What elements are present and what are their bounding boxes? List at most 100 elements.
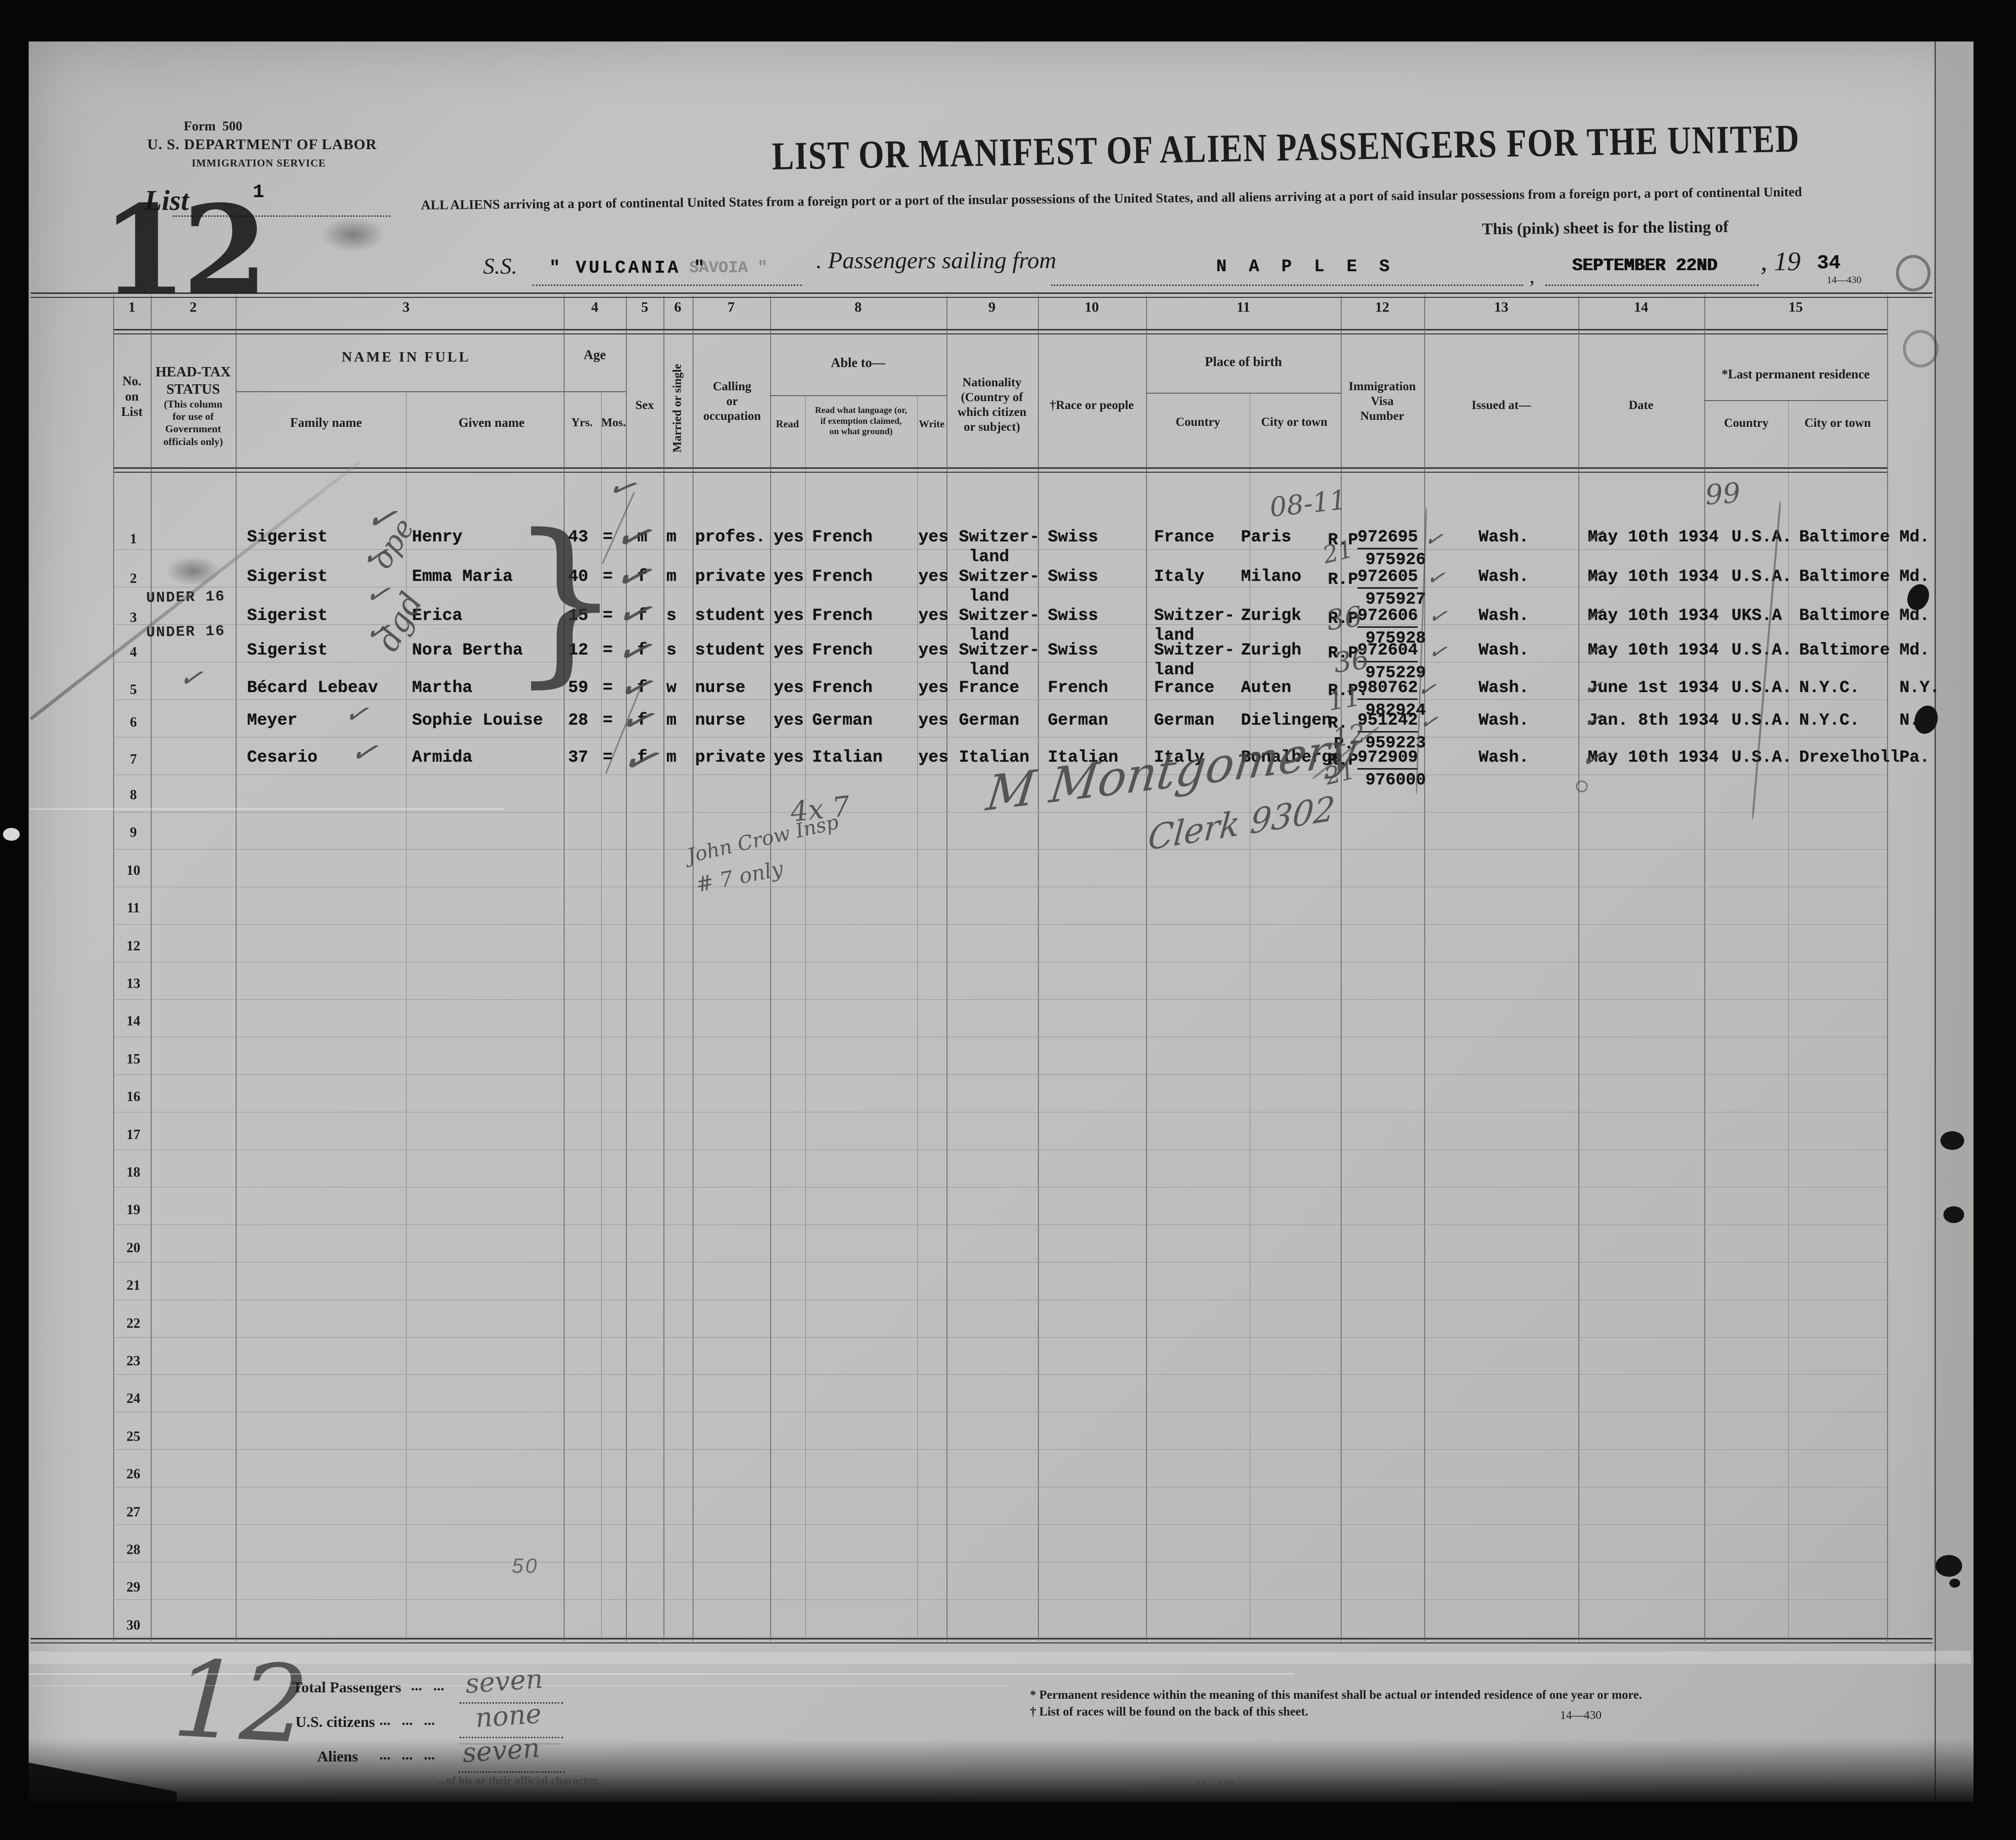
- cell-language: French: [812, 528, 873, 547]
- header-label: Issued at—: [1471, 399, 1531, 412]
- cell-res_state: Md.: [1899, 641, 1930, 660]
- cell-nationality: Switzer- land: [959, 568, 1040, 607]
- cell-sex: f: [637, 711, 648, 730]
- column-number: 10: [1084, 299, 1099, 315]
- cell-birth_city: Zurigk: [1241, 607, 1302, 625]
- cell-res_city: Drexelholl: [1799, 748, 1900, 767]
- header-label: Able to—: [830, 355, 886, 370]
- cell-date: May 10th 1934: [1588, 641, 1719, 660]
- header-label: Country: [1724, 416, 1769, 430]
- cell-race: Italian: [1048, 748, 1118, 767]
- cell-language: French: [812, 641, 873, 660]
- cell-family: Sigerist: [247, 607, 328, 625]
- cell-birth_country: France: [1154, 679, 1215, 697]
- pencil-check-mark: ✓: [1583, 521, 1606, 551]
- us-citizens-line: [459, 1737, 563, 1738]
- edge-hole-4: [1949, 1579, 1960, 1588]
- header-label: Mos.: [601, 416, 626, 429]
- cell-birth_city: Milano: [1241, 568, 1302, 586]
- column-number: 11: [1236, 299, 1250, 315]
- column-number: 7: [727, 299, 735, 315]
- header-label: Family name: [290, 415, 362, 430]
- cell-mos: =: [603, 711, 613, 730]
- cell-res_city: N.Y.C.: [1799, 711, 1860, 730]
- row-number: 27: [126, 1505, 140, 1520]
- header-label: Calling or occupation: [703, 380, 761, 423]
- row-rule: [113, 1149, 1887, 1150]
- column-number: 12: [1375, 299, 1390, 315]
- header-label: Nationality (Country of which citizen or…: [957, 376, 1027, 434]
- cell-res_state: Md.: [1899, 568, 1930, 586]
- cell-visa_num2: 975928: [1365, 629, 1426, 648]
- row-number: 21: [126, 1278, 140, 1293]
- cell-res_city: Baltimore: [1799, 568, 1890, 586]
- cell-race: Swiss: [1048, 607, 1099, 625]
- header-label: No. on List: [121, 374, 143, 419]
- grid-vline: [946, 295, 947, 1641]
- row-rule: [113, 1337, 1887, 1338]
- row-number: 29: [126, 1580, 140, 1595]
- row-number: 1: [130, 532, 137, 547]
- cell-issued: Wash.: [1479, 641, 1529, 660]
- header-label: NAME IN FULL: [341, 349, 471, 365]
- cell-calling: profes.: [695, 528, 766, 547]
- edge-hole-2: [1943, 1206, 1964, 1223]
- cell-calling: student: [695, 641, 766, 660]
- cell-read: yes: [774, 641, 804, 660]
- row-rule: [113, 849, 1887, 850]
- grid-vline: [1038, 295, 1039, 1641]
- cell-given: Martha: [412, 679, 473, 697]
- form-code-footer: 14—430: [1560, 1709, 1602, 1722]
- header-label: Write: [918, 418, 945, 430]
- cell-read: yes: [774, 679, 804, 697]
- cell-mos: =: [603, 607, 613, 625]
- row-rule: [113, 624, 1887, 625]
- grid-vline-sub: [805, 395, 806, 1641]
- cell-read: yes: [774, 568, 804, 586]
- column-number: 6: [674, 299, 682, 315]
- sailing-date: SEPTEMBER 22ND: [1572, 256, 1718, 276]
- cell-visa_num2: 975926: [1365, 551, 1426, 570]
- cell-visa_prefix2: P.: [1334, 735, 1354, 754]
- cell-calling: private: [695, 568, 766, 586]
- grid-vline: [770, 295, 771, 1641]
- header-label: Yrs.: [571, 416, 593, 429]
- cell-write: yes: [918, 748, 949, 767]
- pencil-check-mark: ✓: [1581, 705, 1605, 735]
- form-code-header: 14—430: [1827, 275, 1861, 286]
- cell-visa_prefix: R.P: [1328, 571, 1358, 589]
- row-number: 22: [126, 1316, 140, 1331]
- row-rule: [113, 812, 1887, 813]
- cell-visa_num1: 972606: [1358, 606, 1418, 628]
- header-label: *Last permanent residence: [1722, 367, 1870, 381]
- family-group-brace: }: [509, 496, 622, 703]
- row-number: 30: [126, 1618, 140, 1633]
- cell-nationality: Switzer- land: [959, 528, 1040, 567]
- cell-sex: f: [637, 568, 648, 586]
- cell-language: French: [812, 568, 873, 586]
- grid-vline: [236, 295, 237, 1641]
- small-circle-mark: [1576, 780, 1588, 792]
- row-number: 28: [126, 1542, 140, 1557]
- cell-married: m: [666, 568, 677, 586]
- cell-res_state: N.Y.: [1899, 679, 1940, 697]
- cell-headtax: UNDER 16: [146, 623, 226, 642]
- table-bottom-rule: [31, 1638, 1933, 1643]
- column-number: 4: [591, 299, 599, 315]
- cell-res_country: U.S.A.: [1731, 679, 1792, 697]
- cell-yrs: 59: [568, 679, 588, 697]
- grid-vline-sub: [406, 391, 407, 1641]
- pencil-annotation-aseven1: seven: [464, 1663, 544, 1700]
- cell-yrs: 40: [568, 568, 588, 586]
- column-number: 5: [641, 299, 649, 315]
- row-number: 13: [126, 976, 140, 991]
- cell-issued: Wash.: [1479, 528, 1529, 547]
- cell-date: June 1st 1934: [1588, 679, 1719, 697]
- scratch-line: [30, 809, 504, 810]
- cell-sex: f: [637, 748, 648, 767]
- header-label: Sex: [635, 399, 654, 412]
- row-number: 7: [130, 752, 137, 767]
- grid-vline: [1887, 295, 1888, 1641]
- column-number: 3: [402, 299, 410, 315]
- cell-language: Italian: [812, 748, 883, 767]
